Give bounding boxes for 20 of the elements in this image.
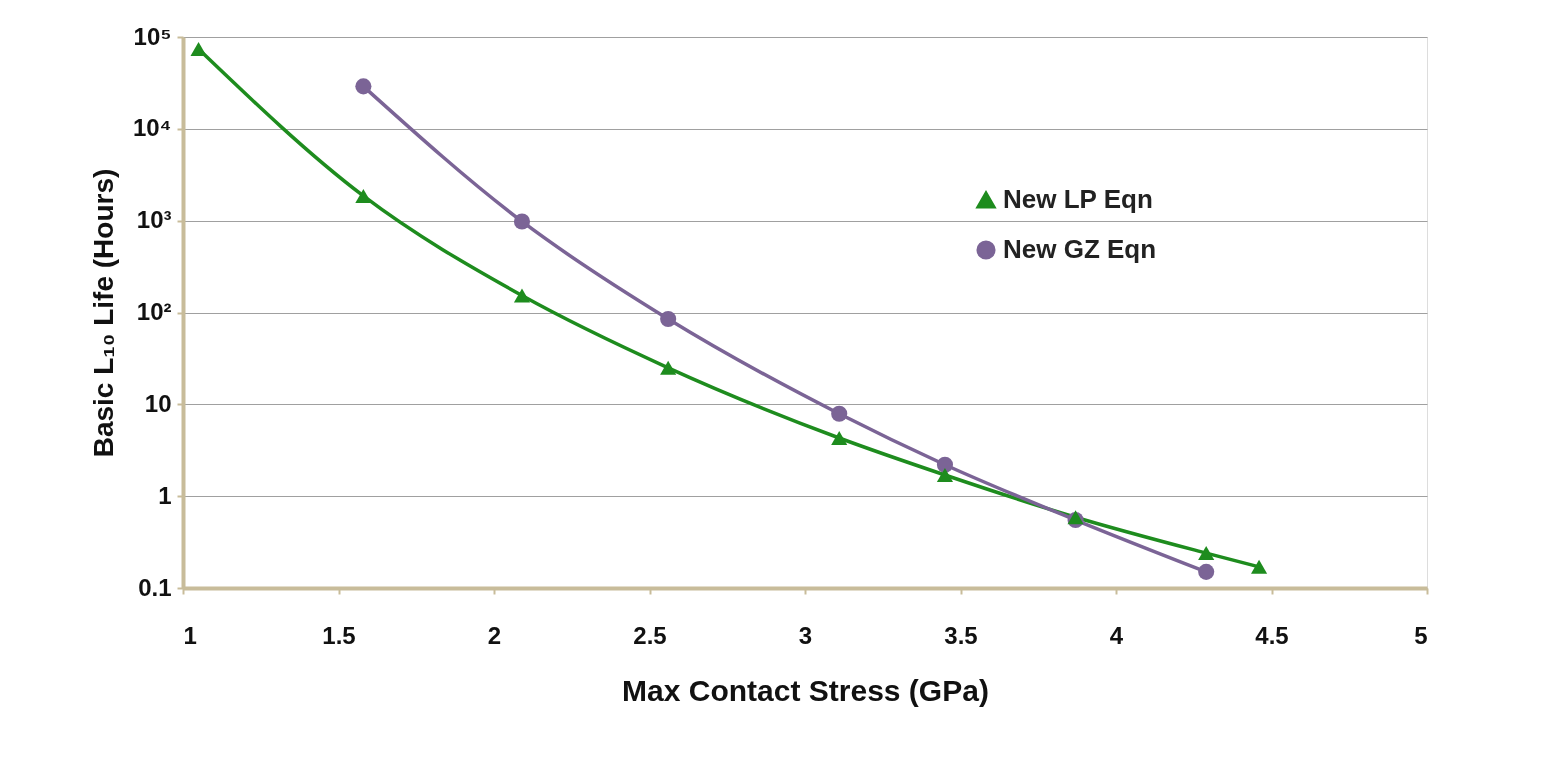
- x-tick-label: 3: [798, 621, 813, 649]
- y-tick-label: 10³: [136, 206, 172, 234]
- y-tick-label: 0.1: [138, 573, 172, 601]
- x-tick-label: 1: [183, 621, 197, 649]
- y-axis-title: Basic L₁₀ Life (Hours): [87, 168, 119, 458]
- x-tick-label: 2: [487, 621, 502, 649]
- y-tick-label: 10⁵: [133, 22, 172, 50]
- x-tick-label: 1.5: [322, 621, 356, 649]
- x-axis-title: Max Contact Stress (GPa): [622, 673, 989, 707]
- y-tick-label: 10²: [136, 298, 172, 325]
- legend-label: New LP Eqn: [1003, 184, 1153, 214]
- legend-label: New GZ Eqn: [1003, 234, 1157, 264]
- y-tick-label: 10⁴: [132, 114, 172, 142]
- x-tick-label: 4.5: [1255, 621, 1289, 649]
- x-tick-label: 2.5: [633, 621, 667, 649]
- x-tick-label: 5: [1414, 621, 1428, 649]
- y-tick-label: 10: [144, 389, 172, 417]
- y-tick-label: 1: [158, 481, 172, 509]
- x-tick-label: 4: [1109, 621, 1124, 649]
- x-tick-label: 3.5: [944, 621, 978, 649]
